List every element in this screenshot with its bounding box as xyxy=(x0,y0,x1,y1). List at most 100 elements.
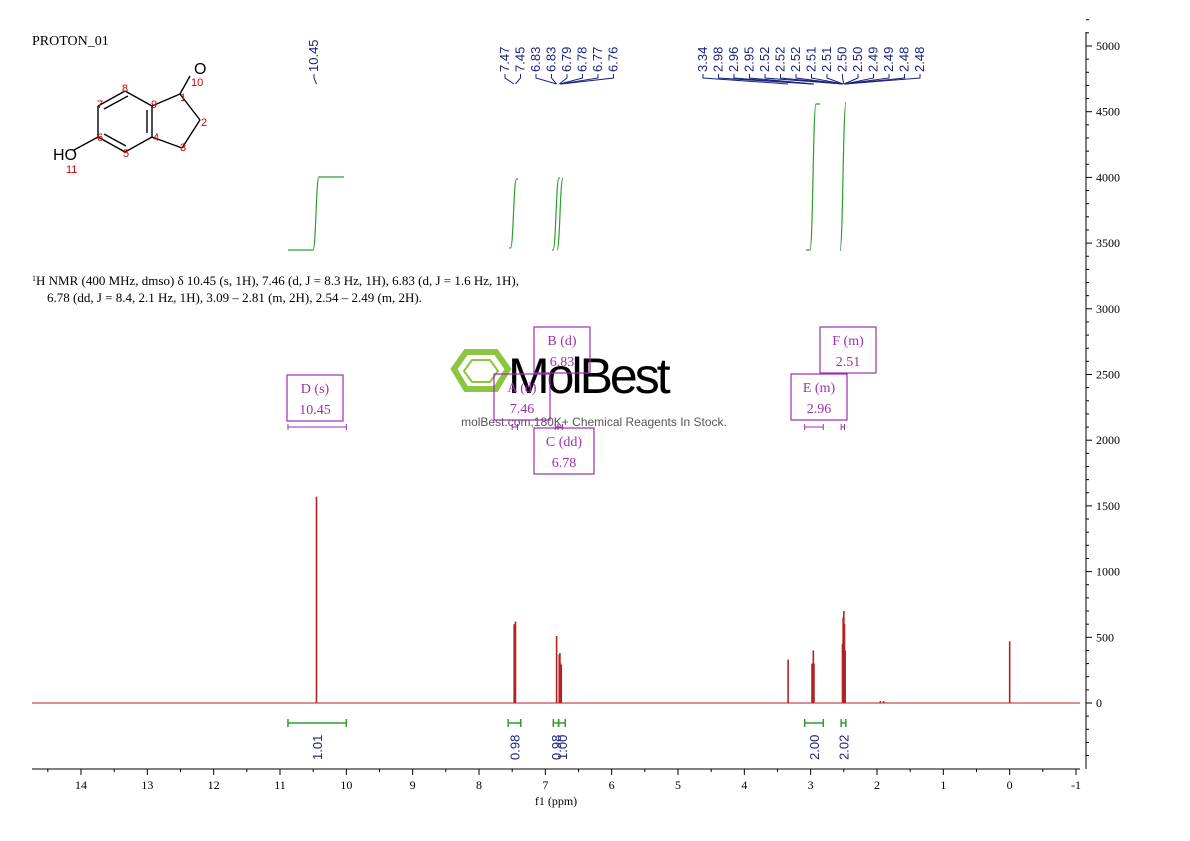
y-tick-label: 4500 xyxy=(1096,105,1120,119)
integral-curve xyxy=(839,102,847,251)
multiplet-shift: 7.46 xyxy=(510,402,535,417)
x-tick-label: 5 xyxy=(675,778,681,792)
multiplet-layer: D (s) 10.45 A (d) 7.46 B (d) 6.83 C (dd) 6.78 E … xyxy=(286,326,877,475)
peak-label-leader xyxy=(844,74,874,85)
multiplet-shift: 10.45 xyxy=(299,403,331,418)
ring-number: 3 xyxy=(180,142,186,154)
peak-label: 6.79 xyxy=(559,47,574,72)
x-tick-label: 4 xyxy=(741,778,747,792)
x-tick-label: 11 xyxy=(274,778,286,792)
watermark: MolBest molBest.com,180K+ Chemical Reage… xyxy=(450,348,727,429)
peak-label: 2.52 xyxy=(773,47,788,72)
peak-label: 6.76 xyxy=(606,47,621,72)
multiplet-box xyxy=(533,427,595,475)
peak-label: 2.96 xyxy=(726,47,741,72)
peak-label-leader xyxy=(561,74,614,85)
x-tick-label: 1 xyxy=(940,778,946,792)
peak-label-leader xyxy=(845,74,921,85)
peak-label: 6.83 xyxy=(528,47,543,72)
y-tick-label: 1000 xyxy=(1096,565,1120,579)
peak-label: 7.45 xyxy=(513,47,528,72)
peak-label-leader xyxy=(551,74,557,85)
ring-number: 1 xyxy=(180,92,186,104)
y-tick-label: 0 xyxy=(1096,696,1102,710)
peak-label-leader xyxy=(535,74,557,85)
watermark-tagline: molBest.com,180K+ Chemical Reagents In S… xyxy=(461,415,727,429)
peak-label-leader xyxy=(826,74,844,85)
multiplet-label: F (m) xyxy=(832,334,864,349)
spectrum-layer xyxy=(32,496,1080,704)
y-tick-label: 500 xyxy=(1096,630,1114,644)
integral-curves xyxy=(288,102,847,251)
peak-label: 3.34 xyxy=(695,47,710,72)
integral-curve xyxy=(556,177,564,251)
molecule-structure: O 10 HO 11 1 2 3 4 5 6 7 8 9 xyxy=(53,61,207,176)
x-tick-label: 2 xyxy=(874,778,880,792)
peak-label-leader xyxy=(559,74,583,85)
peak-label-leader xyxy=(558,74,568,85)
peak-label-leader xyxy=(313,74,317,85)
peak-label-layer: 10.45 7.47 7.45 6.83 6.83 6.79 6.78 6.77 6.76 3.3… xyxy=(306,39,927,85)
y-tick-label: 3000 xyxy=(1096,302,1120,316)
peak-label: 2.50 xyxy=(850,47,865,72)
multiplet-label: E (m) xyxy=(803,381,836,396)
multiplet-box xyxy=(286,374,344,422)
integral-value: 0.98 xyxy=(507,735,522,760)
peak-label: 6.78 xyxy=(575,47,590,72)
peak-label-leader xyxy=(733,74,814,85)
x-tick-label: 10 xyxy=(340,778,352,792)
peak-label-leader xyxy=(842,74,845,85)
peak-label: 2.98 xyxy=(711,47,726,72)
ring-number: 8 xyxy=(122,83,128,95)
x-tick-label: 13 xyxy=(141,778,153,792)
peak-label-leader xyxy=(843,74,859,85)
spectrum-id: PROTON_01 xyxy=(32,34,109,49)
watermark-inner-hexagon-icon xyxy=(462,359,500,383)
y-tick-label: 3500 xyxy=(1096,236,1120,250)
peak-label: 10.45 xyxy=(306,39,321,72)
y-tick-label: 1500 xyxy=(1096,499,1120,513)
integral-value: 2.00 xyxy=(807,735,822,760)
integral-value: 2.02 xyxy=(837,735,852,760)
multiplet-box xyxy=(493,373,551,421)
ring-numbers: 1 2 3 4 5 6 7 8 9 xyxy=(97,83,207,160)
molecule-atom-label: O xyxy=(194,61,206,78)
y-tick-label: 2000 xyxy=(1096,433,1120,447)
peak-label-leader xyxy=(560,74,599,85)
peak-label-leader xyxy=(749,74,815,85)
nmr-description-line1: 1H NMR (400 MHz, dmso) δ 10.45 (s, 1H), … xyxy=(32,273,519,288)
peak-label-leader xyxy=(515,74,521,85)
integral-curve xyxy=(509,178,518,249)
peak-label: 6.77 xyxy=(590,47,605,72)
multiplet-box xyxy=(790,373,848,421)
peak-label: 7.47 xyxy=(497,47,512,72)
peak-label: 2.51 xyxy=(804,47,819,72)
watermark-hexagon-icon xyxy=(450,349,512,392)
x-axis: 14 13 12 11 10 9 8 7 6 5 4 3 2 1 0 -1 xyxy=(32,768,1081,792)
nmr-description-text: H NMR (400 MHz, dmso) δ 10.45 (s, 1H), 7… xyxy=(36,273,519,288)
peak-label: 2.50 xyxy=(835,47,850,72)
molecule-atom-label: HO xyxy=(53,147,77,164)
nmr-description-line2: 6.78 (dd, J = 8.4, 2.1 Hz, 1H), 3.09 – 2… xyxy=(47,290,422,305)
peak-label: 2.49 xyxy=(866,47,881,72)
molecule-atom-number: 10 xyxy=(191,77,203,89)
y-tick-label: 5000 xyxy=(1096,39,1120,53)
x-tick-label: -1 xyxy=(1071,778,1081,792)
ring-number: 5 xyxy=(123,148,129,160)
ring-number: 6 xyxy=(97,132,103,144)
peak-label-leader xyxy=(780,74,843,85)
peak-label: 2.48 xyxy=(897,47,912,72)
peak-label: 2.49 xyxy=(881,47,896,72)
peak-label-leader xyxy=(702,74,789,85)
ring-number: 2 xyxy=(201,117,207,129)
peak-label-leader xyxy=(504,74,515,85)
peak-label-leader xyxy=(795,74,843,85)
x-tick-label: 0 xyxy=(1007,778,1013,792)
x-tick-label: 7 xyxy=(542,778,548,792)
x-tick-label: 14 xyxy=(75,778,87,792)
nmr-nucleus-superscript: 1 xyxy=(32,274,36,283)
integral-value: 1.00 xyxy=(555,735,570,760)
peak-label: 6.83 xyxy=(544,47,559,72)
